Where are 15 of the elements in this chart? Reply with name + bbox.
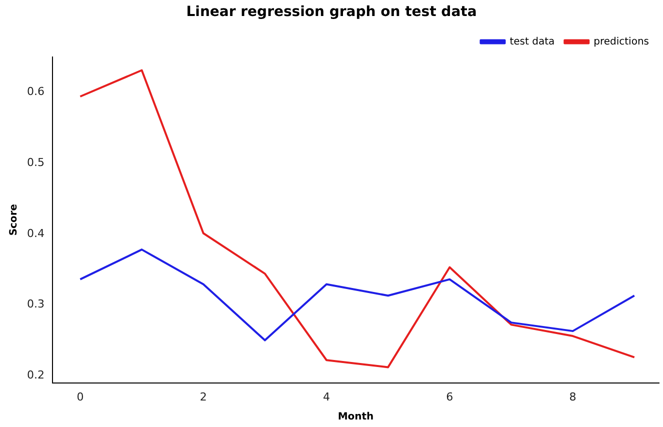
y-tick-label: 0.5 xyxy=(26,156,44,169)
y-tick-label: 0.4 xyxy=(26,226,44,240)
x-tick-label: 6 xyxy=(446,390,454,404)
legend-label: predictions xyxy=(594,36,650,48)
x-axis-title: Month xyxy=(338,412,374,423)
x-tick-label: 8 xyxy=(569,390,576,404)
y-tick-label: 0.6 xyxy=(26,85,44,98)
y-tick-label: 0.3 xyxy=(26,298,44,311)
x-tick-label: 0 xyxy=(76,390,84,404)
y-tick-label: 0.2 xyxy=(26,368,44,382)
y-axis-title: Score xyxy=(8,204,20,236)
legend-label: test data xyxy=(510,36,555,48)
x-tick-label: 4 xyxy=(323,390,330,404)
x-tick-label: 2 xyxy=(200,390,207,404)
chart-title: Linear regression graph on test data xyxy=(186,4,477,20)
